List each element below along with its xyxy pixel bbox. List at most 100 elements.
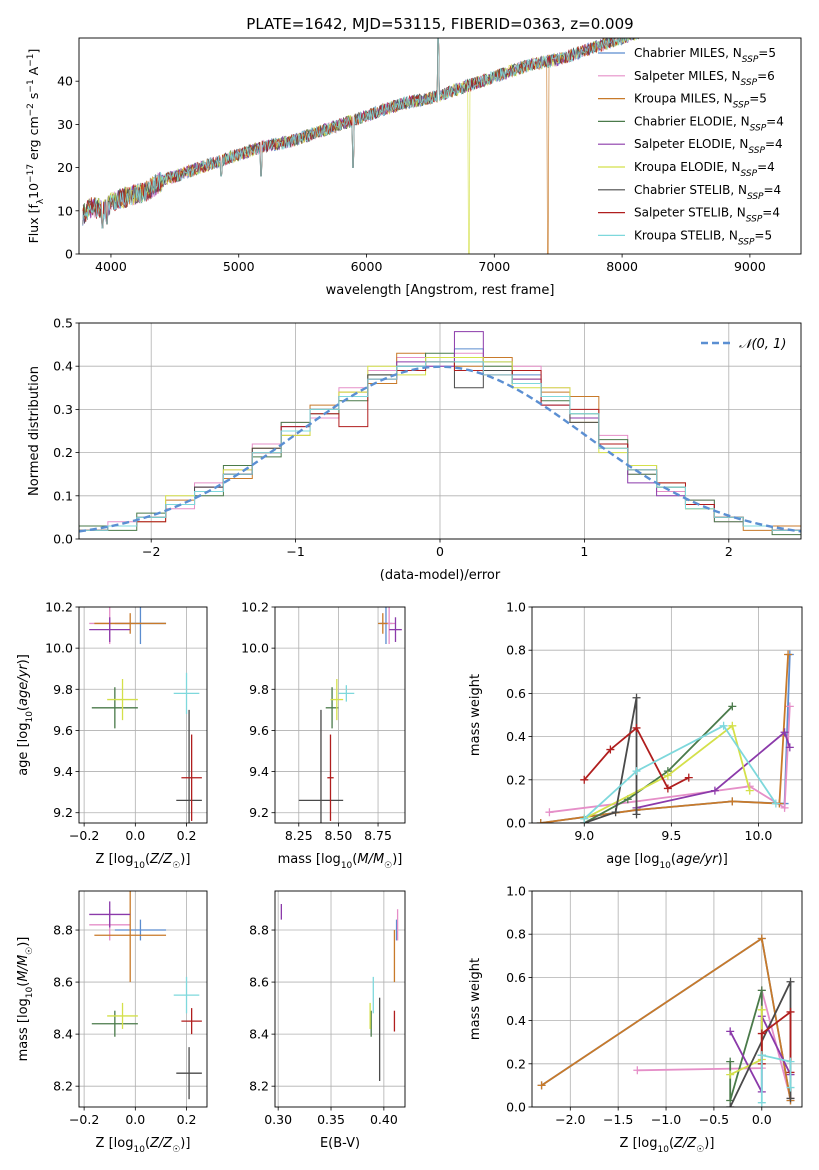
y-tick-label: 0.0 bbox=[506, 816, 526, 831]
legend-entry-part: =4 bbox=[765, 137, 783, 151]
y-tick-label: 9.2 bbox=[249, 805, 269, 820]
y-tick-label: 0.4 bbox=[53, 359, 73, 374]
mass-vs-Z-ylabel-part: 10 bbox=[25, 986, 35, 998]
weight-vs-age-axes: 9.0 9.5 10.0 0.0 0.2 0.4 0.6 0.8 1.0 bbox=[506, 600, 802, 843]
weight-point-marker bbox=[780, 728, 789, 737]
weight-point-marker bbox=[726, 1103, 735, 1107]
weight-point-marker bbox=[580, 775, 589, 784]
legend-entry-part: Chabrier STELIB, N bbox=[634, 183, 747, 197]
age-vs-mass-xlabel-part: )] bbox=[392, 852, 402, 867]
weight-vs-age-xlabel-part: age [log bbox=[606, 852, 659, 867]
legend-entry: Salpeter STELIB, NSSP=4 bbox=[634, 206, 780, 225]
mass-vs-Z-xlabel-part: )] bbox=[180, 1136, 190, 1151]
weight-point-marker bbox=[632, 810, 641, 819]
legend-entry-part: SSP bbox=[741, 78, 758, 88]
weight-point-marker bbox=[632, 693, 641, 702]
y-tick-label: 30 bbox=[57, 117, 73, 132]
weight-point-marker bbox=[757, 1098, 766, 1107]
y-tick-label: 0.1 bbox=[53, 488, 73, 503]
legend-entry: Salpeter ELODIE, NSSP=4 bbox=[634, 137, 783, 156]
spectrum-ylabel-part: 10 bbox=[26, 183, 41, 199]
weight-vs-age-xlabel-part: ( bbox=[671, 852, 676, 867]
age-vs-Z-xlabel-part: 10 bbox=[133, 861, 145, 871]
y-tick-label: 10.2 bbox=[241, 600, 269, 615]
x-tick-label: −0.2 bbox=[69, 828, 99, 843]
y-tick-label: 40 bbox=[57, 74, 73, 89]
mass-vs-Z-ylabel-part: ( bbox=[16, 982, 31, 987]
weight-vs-Z-axes: −2.0 −1.5 −1.0 −0.5 0.0 0.0 0.2 0.4 0.6 0.8 1.0 bbox=[506, 884, 802, 1127]
legend-entry-part: =4 bbox=[757, 160, 775, 174]
age-vs-mass-points bbox=[298, 607, 402, 823]
y-tick-label: 0.4 bbox=[506, 1013, 526, 1028]
y-tick-label: 8.4 bbox=[53, 1027, 73, 1042]
x-tick-label: 0.0 bbox=[125, 828, 145, 843]
y-tick-label: 0.6 bbox=[506, 686, 526, 701]
legend-entry-part: =5 bbox=[758, 46, 776, 60]
y-tick-label: 9.4 bbox=[53, 764, 73, 779]
x-tick-label: 8000 bbox=[606, 259, 638, 274]
legend-entry-part: SSP bbox=[748, 146, 765, 156]
x-tick-label: −2.0 bbox=[555, 1112, 585, 1127]
mass-vs-EBV-xlabel-part: E(B-V) bbox=[320, 1136, 360, 1151]
age-vs-Z-xlabel-part: Z [log bbox=[96, 852, 134, 867]
y-tick-label: 0.4 bbox=[506, 729, 526, 744]
spectrum-ylabel-part: erg cm bbox=[26, 116, 41, 164]
weight-point-marker bbox=[710, 786, 719, 795]
weight-point-marker bbox=[785, 743, 794, 752]
x-tick-label: 0.0 bbox=[752, 1112, 772, 1127]
legend-entry-part: Kroupa ELODIE, N bbox=[634, 160, 741, 174]
age-vs-Z-ylabel-part: 10 bbox=[25, 711, 35, 723]
y-tick-label: 0.6 bbox=[506, 970, 526, 985]
y-tick-label: 0.2 bbox=[506, 1056, 526, 1071]
y-tick-label: 0.0 bbox=[506, 1100, 526, 1115]
weight-series-line bbox=[583, 724, 751, 820]
residuals-xlabel: (data-model)/error bbox=[380, 568, 501, 583]
weight-point-marker bbox=[663, 771, 672, 780]
age-vs-mass-frame bbox=[274, 606, 406, 824]
weight-point-marker bbox=[786, 1007, 795, 1016]
age-vs-Z-ylabel-part: )] bbox=[16, 654, 31, 664]
weight-point-marker bbox=[785, 702, 794, 711]
y-tick-label: 10.0 bbox=[45, 641, 73, 656]
legend-entry-part: SSP bbox=[747, 192, 764, 202]
legend-entry-part: SSP bbox=[733, 101, 750, 111]
x-tick-label: −2 bbox=[142, 544, 160, 559]
weight-point-marker bbox=[545, 808, 554, 817]
y-tick-label: 9.6 bbox=[53, 723, 73, 738]
x-tick-label: 9.0 bbox=[574, 828, 594, 843]
spectrum-ylabel-part: −2 bbox=[26, 103, 36, 116]
spectrum-ylabel-part: ] bbox=[26, 49, 41, 54]
weight-point-marker bbox=[757, 1051, 766, 1060]
weight-vs-Z-series bbox=[537, 934, 795, 1107]
legend-entry-part: Kroupa STELIB, N bbox=[634, 228, 738, 242]
y-tick-label: 0.2 bbox=[506, 772, 526, 787]
age-vs-mass-xlabel: mass [log10(M/M☉)] bbox=[278, 852, 403, 871]
age-vs-Z-xlabel-part: ( bbox=[145, 852, 150, 867]
weight-point-marker bbox=[786, 977, 795, 986]
spectrum-lines bbox=[82, 38, 641, 254]
x-tick-label: 5000 bbox=[223, 259, 255, 274]
spectrum-ylabel-part: −1 bbox=[26, 79, 36, 92]
weight-vs-age-xlabel-part: age/yr bbox=[676, 852, 719, 867]
x-tick-label: 7000 bbox=[478, 259, 510, 274]
mass-vs-Z-xlabel-part: Z/Z bbox=[149, 1136, 173, 1151]
age-vs-mass-xlabel-part: M/M bbox=[357, 852, 384, 867]
weight-point-marker bbox=[786, 1057, 795, 1066]
weight-vs-Z-frame bbox=[531, 890, 803, 1108]
residual-histograms bbox=[79, 331, 801, 539]
mass-vs-Z-ylabel-part: )] bbox=[16, 937, 31, 947]
x-tick-label: 2 bbox=[725, 544, 733, 559]
age-vs-Z-xlabel-part: ☉ bbox=[172, 861, 180, 871]
age-vs-Z-xlabel-part: Z/Z bbox=[149, 852, 173, 867]
weight-point-marker bbox=[757, 1029, 766, 1038]
residual-legend-label: 𝒩(0, 1) bbox=[739, 337, 786, 352]
residuals-ylabel: Normed distribution bbox=[27, 366, 42, 496]
weight-point-marker bbox=[536, 819, 545, 823]
y-tick-label: 10.0 bbox=[241, 641, 269, 656]
weight-point-marker bbox=[537, 1081, 546, 1090]
x-tick-label: 8.25 bbox=[285, 828, 313, 843]
legend-entry: Kroupa ELODIE, NSSP=4 bbox=[634, 160, 775, 179]
weight-point-marker bbox=[726, 1057, 735, 1066]
y-tick-label: 0.2 bbox=[53, 445, 73, 460]
x-tick-label: 1 bbox=[580, 544, 588, 559]
